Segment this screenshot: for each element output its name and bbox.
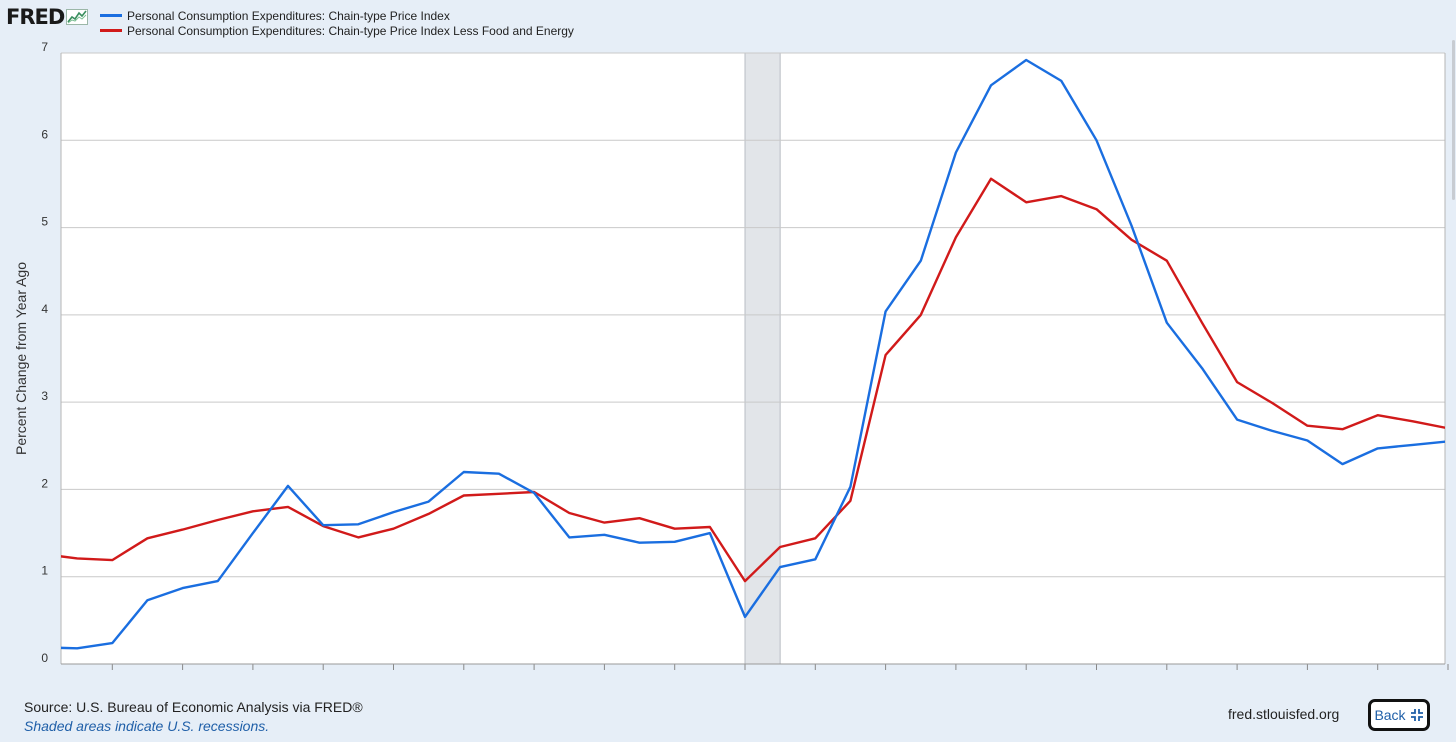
site-url: fred.stlouisfed.org — [1228, 706, 1340, 722]
legend-item-core-pce: Personal Consumption Expenditures: Chain… — [100, 23, 574, 38]
recession-note: Shaded areas indicate U.S. recessions. — [24, 718, 270, 734]
y-tick-label: 2 — [41, 476, 48, 490]
legend-swatch-red — [100, 29, 122, 32]
legend-label-core-pce: Personal Consumption Expenditures: Chain… — [127, 23, 574, 38]
y-axis-title: Percent Change from Year Ago — [13, 262, 29, 455]
fred-logo-text: FRED — [6, 5, 65, 29]
series-line-core-pce — [61, 177, 1445, 583]
legend-item-pce: Personal Consumption Expenditures: Chain… — [100, 8, 574, 23]
recession-shading — [744, 52, 781, 665]
back-button[interactable]: Back — [1368, 699, 1430, 731]
source-note: Source: U.S. Bureau of Economic Analysis… — [24, 699, 363, 715]
y-tick-label: 4 — [41, 302, 48, 316]
y-tick-label: 1 — [41, 564, 48, 578]
collapse-icon — [1410, 709, 1423, 721]
y-tick-label: 5 — [41, 215, 48, 229]
y-tick-label: 0 — [41, 651, 48, 665]
fred-logo: FRED — [6, 5, 89, 29]
chart-legend: Personal Consumption Expenditures: Chain… — [100, 8, 574, 38]
back-button-label: Back — [1374, 707, 1406, 723]
line-chart: 01234567Q3 2015Q1 2016Q3 2016Q1 2017Q3 2… — [13, 40, 1449, 670]
legend-label-pce: Personal Consumption Expenditures: Chain… — [127, 8, 450, 23]
y-tick-label: 3 — [41, 389, 48, 403]
scrollbar-thumb[interactable] — [1452, 40, 1455, 200]
trend-chart-icon — [66, 9, 89, 25]
legend-swatch-blue — [100, 14, 122, 17]
series-line-pce — [61, 58, 1445, 650]
y-tick-label: 7 — [41, 40, 48, 54]
y-tick-label: 6 — [41, 127, 48, 141]
